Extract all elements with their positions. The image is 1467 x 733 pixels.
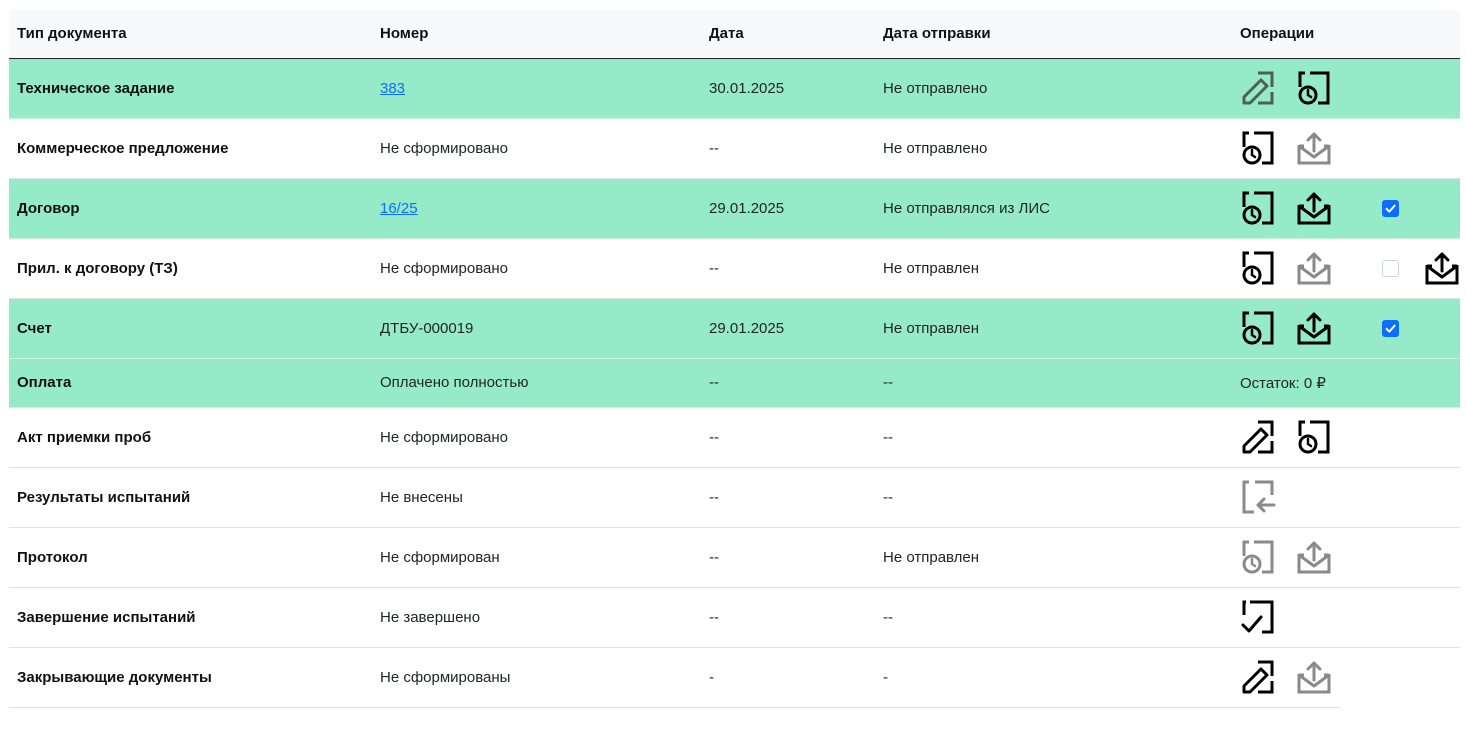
row-type: Результаты испытаний (17, 488, 191, 506)
edit-document-icon[interactable] (1240, 419, 1276, 455)
row-checkbox[interactable] (1382, 319, 1399, 337)
header-extra (1372, 10, 1460, 59)
row-sent: Не отправлен (883, 259, 980, 277)
header-date: Дата (701, 10, 875, 59)
table-row: Завершение испытаний Не завершено -- -- (9, 587, 1460, 647)
row-date: -- (701, 358, 875, 408)
row-sent: Не отправлено (883, 139, 988, 157)
send-mail-icon (1296, 659, 1332, 695)
history-document-icon[interactable] (1240, 310, 1276, 346)
row-date: -- (709, 259, 719, 277)
complete-document-icon[interactable] (1240, 599, 1276, 635)
row-date: 30.01.2025 (701, 58, 875, 119)
row-date: -- (709, 548, 719, 566)
row-number: Не завершено (380, 608, 481, 626)
import-document-icon[interactable] (1240, 479, 1276, 515)
row-number: Не сформировано (380, 139, 509, 157)
history-document-icon[interactable] (1240, 250, 1276, 286)
row-number: Оплачено полностью (372, 358, 701, 408)
header-sent-date: Дата отправки (875, 10, 1232, 59)
row-date: - (709, 668, 714, 686)
row-date: -- (709, 608, 719, 626)
row-date: -- (709, 488, 719, 506)
row-number: Не сформированы (380, 668, 511, 686)
send-mail-icon (1296, 539, 1332, 575)
header-operations: Операции (1232, 10, 1372, 59)
header-number: Номер (372, 10, 701, 59)
table-row: Договор 16/25 29.01.2025 Не отправлялся … (9, 178, 1460, 239)
send-mail-icon[interactable] (1424, 250, 1460, 286)
table-row: Протокол Не сформирован -- Не отправлен (9, 527, 1460, 587)
history-document-icon (1240, 539, 1276, 575)
row-sent: Не отправлен (875, 298, 1232, 359)
history-document-icon[interactable] (1240, 130, 1276, 166)
table-row: Акт приемки проб Не сформировано -- -- (9, 407, 1460, 467)
row-type: Протокол (17, 548, 88, 566)
row-number: Не сформировано (380, 259, 509, 277)
row-sent: -- (875, 358, 1232, 408)
row-number: ДТБУ-000019 (372, 298, 701, 359)
send-mail-icon[interactable] (1296, 310, 1332, 346)
history-document-icon[interactable] (1296, 70, 1332, 106)
history-document-icon[interactable] (1240, 190, 1276, 226)
row-sent: -- (883, 488, 893, 506)
table-row: Техническое задание 383 30.01.2025 Не от… (9, 58, 1460, 119)
history-document-icon[interactable] (1296, 419, 1332, 455)
row-type: Завершение испытаний (17, 608, 196, 626)
table-row: Коммерческое предложение Не сформировано… (9, 118, 1460, 178)
row-number: Не внесены (380, 488, 463, 506)
row-type: Коммерческое предложение (17, 139, 229, 157)
table-row: Оплата Оплачено полностью -- -- Остаток:… (9, 358, 1460, 408)
row-sent: Не отправлялся из ЛИС (875, 178, 1232, 239)
row-date: -- (709, 428, 719, 446)
row-number: Не сформирован (380, 548, 500, 566)
documents-table: Тип документа Номер Дата Дата отправки О… (9, 10, 1460, 707)
row-number-link[interactable]: 16/25 (380, 199, 418, 217)
row-type: Закрывающие документы (17, 668, 212, 686)
row-type: Прил. к договору (ТЗ) (17, 259, 178, 277)
row-date: 29.01.2025 (701, 298, 875, 359)
check-icon (1384, 322, 1397, 335)
row-sent: -- (883, 428, 893, 446)
row-type: Оплата (9, 358, 372, 408)
payment-balance: Остаток: 0 ₽ (1232, 358, 1372, 408)
table-bottom-divider (9, 707, 1341, 708)
table-row: Прил. к договору (ТЗ) Не сформировано --… (9, 238, 1460, 298)
row-date: -- (709, 139, 719, 157)
table-row: Закрывающие документы Не сформированы - … (9, 647, 1460, 707)
row-checkbox[interactable] (1382, 199, 1399, 217)
table-row: Счет ДТБУ-000019 29.01.2025 Не отправлен (9, 298, 1460, 359)
row-date: 29.01.2025 (701, 178, 875, 239)
edit-document-icon[interactable] (1240, 659, 1276, 695)
row-number-link[interactable]: 383 (380, 79, 406, 97)
row-type: Счет (9, 298, 372, 359)
row-type: Договор (9, 178, 372, 239)
send-mail-icon (1296, 130, 1332, 166)
send-mail-icon[interactable] (1296, 190, 1332, 226)
table-row: Результаты испытаний Не внесены -- -- (9, 467, 1460, 527)
row-number: Не сформировано (380, 428, 509, 446)
send-mail-icon (1296, 250, 1332, 286)
row-sent: Не отправлен (883, 548, 980, 566)
row-sent: -- (883, 608, 893, 626)
row-type: Техническое задание (9, 58, 372, 119)
row-sent: - (883, 668, 888, 686)
row-checkbox[interactable] (1382, 259, 1399, 277)
row-sent: Не отправлено (875, 58, 1232, 119)
check-icon (1384, 202, 1397, 215)
row-type: Акт приемки проб (17, 428, 152, 446)
table-header-row: Тип документа Номер Дата Дата отправки О… (9, 10, 1460, 59)
edit-document-icon[interactable] (1240, 70, 1276, 106)
header-type: Тип документа (9, 10, 372, 59)
